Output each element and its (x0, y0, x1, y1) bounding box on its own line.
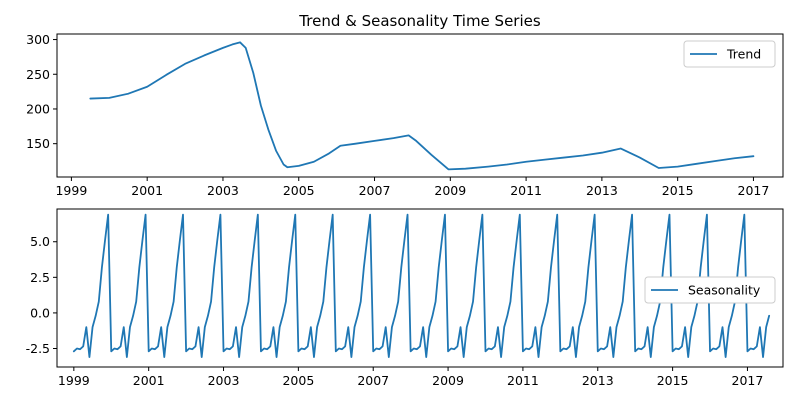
x-tick-label: 2013 (582, 373, 614, 388)
x-tick-label: 2015 (662, 183, 694, 198)
x-tick-label: 2017 (738, 183, 770, 198)
y-tick-label: 250 (26, 67, 50, 82)
seasonality-series-line (72, 213, 771, 358)
trend-chart: Trend & Seasonality Time Series 1999 2001… (26, 12, 784, 198)
y-tick-label: 5.0 (30, 234, 50, 249)
y-tick-label: 300 (26, 32, 50, 47)
x-tick-label: 2009 (434, 183, 466, 198)
legend-box (644, 276, 776, 304)
x-tick-label: 2001 (133, 373, 165, 388)
plot-frame (56, 33, 784, 178)
trend-legend: Trend (683, 40, 776, 68)
y-tick-label: 2.5 (30, 270, 50, 285)
x-tick-label: 1999 (58, 373, 90, 388)
legend-box (683, 40, 776, 68)
x-tick-label: 2007 (357, 373, 389, 388)
x-tick-label: 2007 (359, 183, 391, 198)
x-tick-label: 1999 (55, 183, 87, 198)
x-tick-label: 2011 (507, 373, 539, 388)
seasonality-legend: Seasonality (644, 276, 776, 304)
x-tick-label: 2013 (586, 183, 618, 198)
chart-title: Trend & Seasonality Time Series (298, 12, 541, 30)
x-tick-label: 2005 (283, 183, 315, 198)
x-tick-label: 2011 (510, 183, 542, 198)
y-tick-label: 200 (26, 101, 50, 116)
x-tick-label: 2003 (207, 183, 239, 198)
x-tick-label: 2009 (432, 373, 464, 388)
x-tick-label: 2015 (657, 373, 689, 388)
x-tick-label: 2017 (732, 373, 764, 388)
legend-label: Seasonality (688, 283, 761, 298)
x-tick-label: 2005 (282, 373, 314, 388)
plot-frame (56, 208, 784, 368)
legend-label: Trend (726, 47, 761, 62)
x-tick-label: 2001 (131, 183, 163, 198)
y-tick-label: -2.5 (26, 341, 50, 356)
x-tick-label: 2003 (208, 373, 240, 388)
seasonality-chart: 1999 2001 2003 2005 2007 2009 2011 2013 2015 2017… (26, 208, 784, 388)
y-tick-label: 150 (26, 136, 50, 151)
y-tick-label: 0.0 (30, 305, 50, 320)
trend-series-line (89, 41, 755, 171)
